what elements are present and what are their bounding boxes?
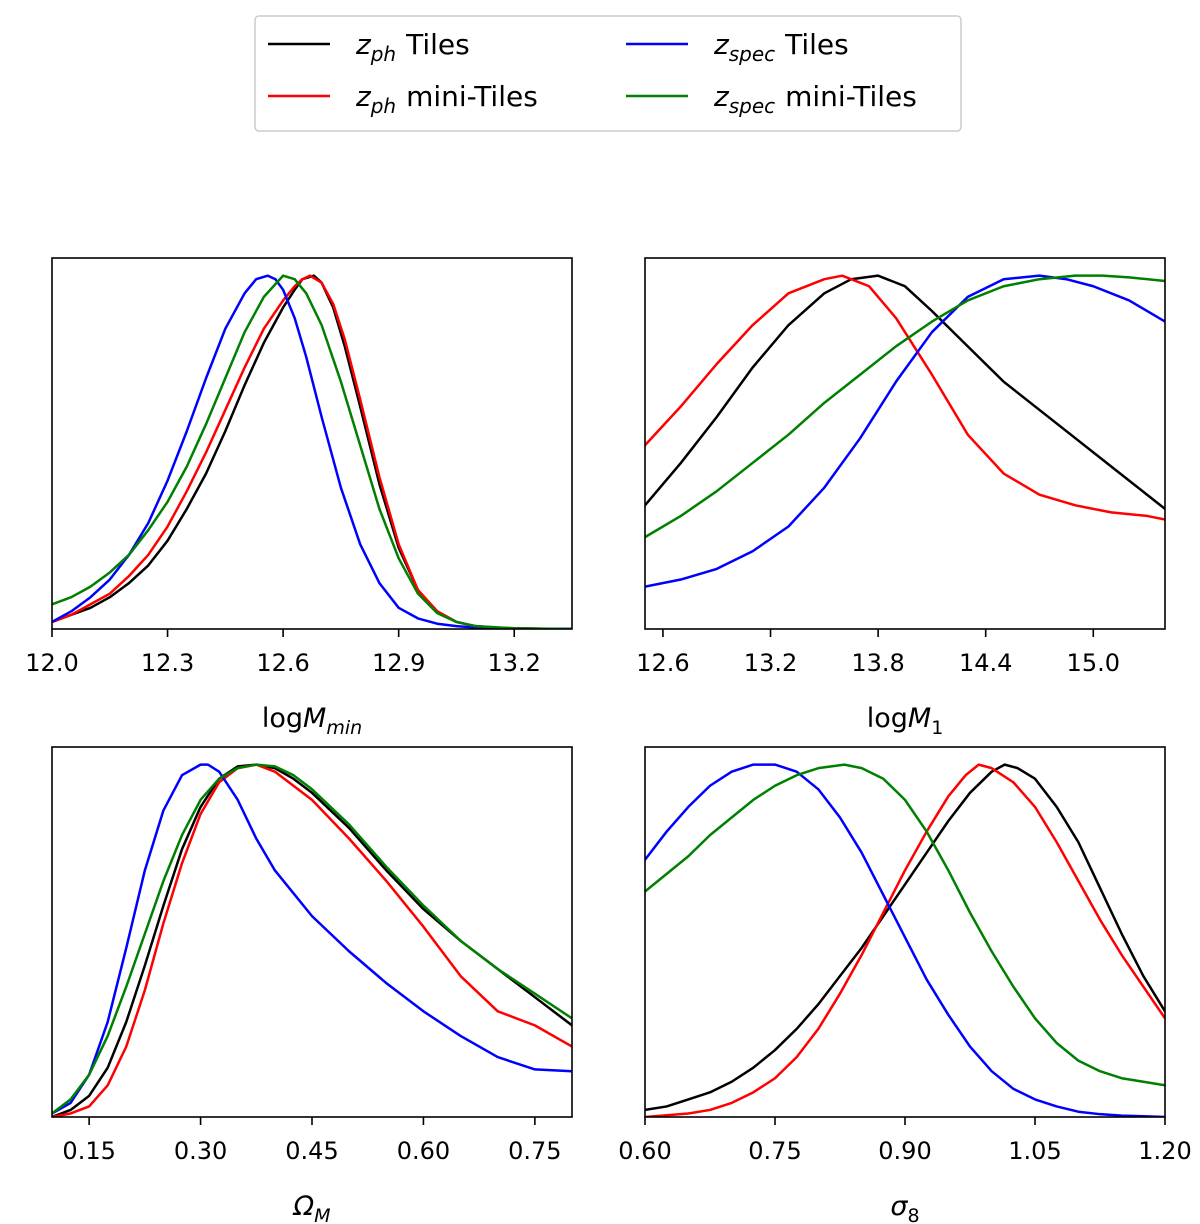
legend-label: zph Tiles [355, 28, 470, 66]
series-line-4 [645, 763, 1165, 1087]
axes-frame [644, 746, 1166, 1118]
series-line-3 [645, 274, 1165, 588]
x-tick-label: 0.15 [62, 1137, 115, 1165]
series-line-4 [52, 274, 572, 629]
panel-logM1: 12.6 13.2 13.8 14.4 15.0 logM1 [636, 257, 1166, 739]
x-tick-label: 14.4 [959, 649, 1012, 677]
panel-sigma8: 0.60 0.75 0.90 1.05 1.20 σ8 [618, 746, 1192, 1224]
x-tick-label: 12.0 [25, 649, 78, 677]
x-tick-label: 0.75 [508, 1137, 561, 1165]
legend-label: zspec Tiles [713, 28, 849, 66]
x-tick-label: 12.6 [636, 649, 689, 677]
series-line-2 [645, 274, 1165, 521]
series-line-1 [645, 763, 1165, 1112]
x-tick-label: 1.05 [1008, 1137, 1061, 1165]
x-tick-label: 12.9 [372, 649, 425, 677]
legend-label: zph mini-Tiles [355, 80, 538, 118]
panel-logMmin: 12.0 12.3 12.6 12.9 13.2 logMmin [25, 257, 573, 739]
legend-entry-zspec-mini-tiles: zspec mini-Tiles [626, 80, 917, 118]
legend-entry-zspec-tiles: zspec Tiles [626, 28, 849, 66]
x-tick-label: 12.6 [256, 649, 309, 677]
legend-frame [254, 15, 962, 132]
x-tick-label: 12.3 [141, 649, 194, 677]
x-axis-label: logMmin [262, 703, 362, 739]
series-line-2 [52, 763, 572, 1117]
axes-frame [51, 257, 573, 630]
legend-entry-zph-mini-tiles: zph mini-Tiles [268, 80, 538, 118]
series-line-4 [52, 763, 572, 1115]
legend-label: zspec mini-Tiles [713, 80, 917, 118]
x-tick-label: 0.45 [285, 1137, 338, 1165]
x-axis-label: logM1 [867, 703, 944, 739]
plot-area [645, 274, 1165, 588]
plot-area [645, 763, 1165, 1117]
series-line-1 [52, 763, 572, 1117]
x-tick-label: 0.75 [748, 1137, 801, 1165]
legend-entry-zph-tiles: zph Tiles [268, 28, 470, 66]
plot-area [52, 763, 572, 1117]
x-axis-label: ΩM [292, 1191, 330, 1224]
series-line-2 [645, 763, 1165, 1117]
x-tick-label: 13.2 [744, 649, 797, 677]
series-line-3 [52, 274, 572, 629]
series-line-1 [645, 274, 1165, 511]
x-tick-label: 13.2 [488, 649, 541, 677]
legend: zph Tiles zph mini-Tiles zspec Tiles zspec m… [254, 15, 962, 132]
x-tick-label: 15.0 [1067, 649, 1120, 677]
series-line-4 [645, 274, 1165, 539]
axes-frame [644, 257, 1166, 630]
series-line-3 [645, 763, 1165, 1117]
panel-OmegaM: 0.15 0.30 0.45 0.60 0.75 ΩM [51, 746, 573, 1224]
x-tick-label: 0.90 [878, 1137, 931, 1165]
x-tick-label: 0.60 [618, 1137, 671, 1165]
series-line-3 [52, 763, 572, 1115]
series-line-2 [52, 274, 572, 629]
x-axis-label: σ8 [890, 1191, 919, 1224]
plot-area [52, 274, 572, 629]
x-tick-label: 1.20 [1138, 1137, 1191, 1165]
x-tick-label: 0.30 [174, 1137, 227, 1165]
x-tick-label: 13.8 [851, 649, 904, 677]
x-tick-label: 0.60 [397, 1137, 450, 1165]
